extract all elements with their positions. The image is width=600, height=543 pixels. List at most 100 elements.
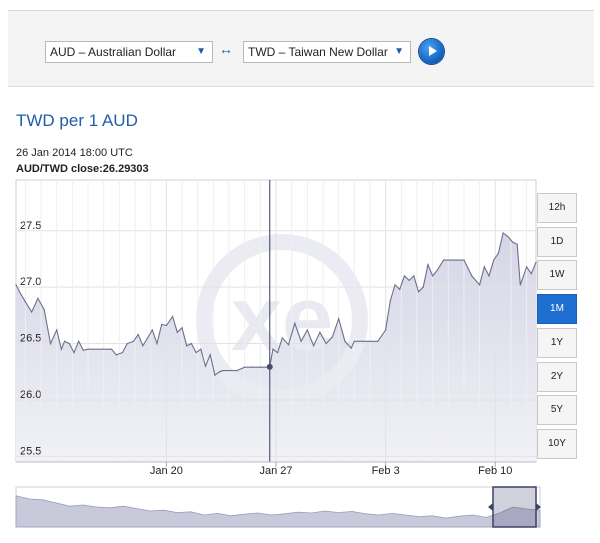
range-button-5y[interactable]: 5Y bbox=[537, 395, 577, 426]
tooltip-close-value: 26.29303 bbox=[102, 163, 149, 175]
data-point bbox=[519, 284, 521, 286]
data-point bbox=[195, 351, 197, 354]
range-button-10y[interactable]: 10Y bbox=[537, 428, 577, 459]
tooltip-close-line: AUD/TWD close:26.29303 bbox=[16, 163, 149, 175]
data-point bbox=[43, 309, 45, 311]
data-point bbox=[181, 327, 183, 329]
play-icon bbox=[429, 46, 437, 56]
data-point bbox=[82, 349, 84, 351]
to-currency-select[interactable]: TWD – Taiwan New Dollar ▼ bbox=[243, 41, 411, 63]
data-point bbox=[142, 345, 144, 347]
data-point bbox=[526, 266, 528, 268]
navigator-right-handle[interactable] bbox=[536, 503, 541, 511]
y-tick-label: 27.0 bbox=[20, 276, 41, 288]
data-point bbox=[350, 347, 352, 349]
data-point bbox=[353, 340, 355, 342]
go-button[interactable] bbox=[419, 39, 444, 64]
data-point bbox=[294, 322, 296, 324]
range-button-1m[interactable]: 1M bbox=[537, 294, 577, 325]
data-point bbox=[502, 232, 504, 234]
data-point bbox=[165, 324, 167, 327]
data-point bbox=[37, 297, 39, 300]
data-point bbox=[319, 331, 321, 333]
x-tick-label: Feb 3 bbox=[372, 465, 400, 477]
y-tick-label: 26.0 bbox=[20, 389, 41, 401]
range-button-1d[interactable]: 1D bbox=[537, 226, 577, 257]
currency-selector-bar: AUD – Australian Dollar ▼ ↔ TWD – Taiwan… bbox=[8, 11, 594, 87]
data-point bbox=[377, 340, 379, 342]
data-point bbox=[471, 275, 473, 277]
range-button-1y[interactable]: 1Y bbox=[537, 327, 577, 358]
data-point bbox=[306, 329, 308, 331]
data-point bbox=[219, 371, 221, 373]
swap-icon[interactable]: ↔ bbox=[219, 41, 233, 57]
data-point bbox=[200, 348, 202, 350]
data-point bbox=[385, 329, 387, 331]
navigator-area bbox=[15, 495, 541, 528]
data-point bbox=[507, 235, 509, 237]
data-point bbox=[463, 259, 465, 261]
range-button-1w[interactable]: 1W bbox=[537, 260, 577, 291]
data-point bbox=[24, 301, 26, 303]
data-point bbox=[190, 342, 193, 345]
data-point bbox=[281, 337, 283, 339]
data-point bbox=[535, 261, 537, 263]
data-point bbox=[399, 288, 401, 291]
page-title: TWD per 1 AUD bbox=[16, 111, 138, 130]
data-point bbox=[56, 329, 58, 331]
data-point bbox=[172, 315, 174, 318]
data-point bbox=[103, 348, 105, 350]
data-point bbox=[530, 273, 532, 275]
data-point bbox=[312, 345, 315, 347]
data-point bbox=[222, 370, 224, 372]
navigator-selection[interactable] bbox=[492, 486, 537, 528]
data-point bbox=[60, 348, 63, 350]
data-point bbox=[497, 252, 500, 254]
watermark-ring bbox=[196, 234, 368, 406]
data-point bbox=[251, 366, 254, 368]
data-point bbox=[272, 348, 274, 350]
data-point bbox=[422, 286, 424, 288]
data-point bbox=[276, 351, 279, 354]
range-button-12h[interactable]: 12h bbox=[537, 193, 577, 223]
crosshair-point bbox=[266, 363, 273, 370]
data-point bbox=[338, 318, 340, 320]
data-point bbox=[344, 340, 346, 342]
data-point bbox=[68, 342, 70, 345]
y-tick-label: 25.5 bbox=[20, 445, 41, 457]
data-point bbox=[63, 340, 66, 342]
tooltip-timestamp: 26 Jan 2014 18:00 UTC bbox=[16, 147, 133, 159]
data-point bbox=[228, 370, 230, 372]
data-point bbox=[15, 284, 17, 286]
data-point bbox=[331, 336, 333, 338]
data-point bbox=[436, 269, 438, 271]
data-point bbox=[132, 340, 135, 342]
y-tick-label: 26.5 bbox=[20, 333, 41, 345]
x-tick-label: Jan 20 bbox=[150, 465, 183, 477]
data-point bbox=[413, 275, 415, 277]
navigator-left-handle[interactable] bbox=[488, 503, 493, 511]
area-fill bbox=[16, 233, 536, 462]
data-point bbox=[417, 291, 420, 293]
data-point bbox=[161, 323, 163, 325]
data-point bbox=[126, 342, 128, 345]
y-tick-label: 27.5 bbox=[20, 220, 41, 232]
from-currency-select[interactable]: AUD – Australian Dollar ▼ bbox=[45, 41, 213, 63]
series-line bbox=[15, 232, 537, 377]
data-point bbox=[447, 259, 449, 261]
data-point bbox=[361, 340, 363, 342]
chevron-down-icon: ▼ bbox=[394, 46, 404, 57]
data-point bbox=[244, 366, 246, 368]
data-point bbox=[20, 293, 22, 295]
range-button-2y[interactable]: 2Y bbox=[537, 361, 577, 392]
data-point bbox=[394, 284, 396, 286]
data-point bbox=[488, 275, 490, 277]
chevron-down-icon: ▼ bbox=[196, 46, 206, 57]
data-point bbox=[87, 348, 89, 350]
data-point bbox=[408, 279, 410, 281]
data-point bbox=[137, 333, 139, 336]
from-currency-value: AUD – Australian Dollar bbox=[50, 45, 177, 59]
data-point bbox=[369, 340, 371, 342]
data-point bbox=[259, 366, 261, 368]
